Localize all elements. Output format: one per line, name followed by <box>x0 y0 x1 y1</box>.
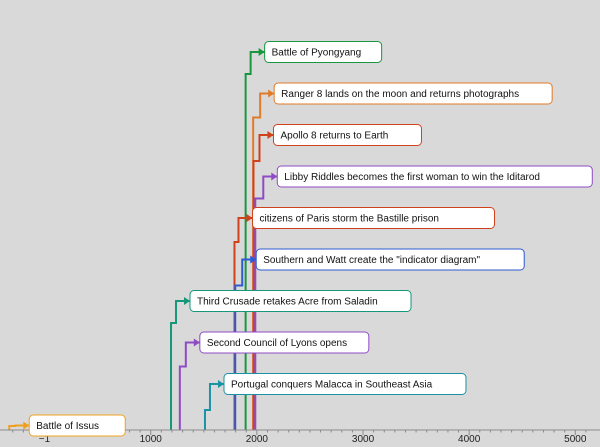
event-pointer <box>258 48 265 56</box>
event-callout[interactable]: Battle of Issus <box>28 414 126 437</box>
tick-label: 1000 <box>140 434 163 445</box>
tick-label: 4000 <box>458 434 481 445</box>
event-callout[interactable]: Second Council of Lyons opens <box>199 331 370 354</box>
event-pointer <box>267 131 274 139</box>
event-label: Southern and Watt create the "indicator … <box>263 255 480 266</box>
event-callout-box <box>264 41 383 63</box>
event-callout-box <box>272 124 422 146</box>
event-pointer <box>250 255 257 264</box>
event-pointer <box>246 214 253 222</box>
event-callout[interactable]: Libby Riddles becomes the first woman to… <box>276 165 593 188</box>
tick-label: 2000 <box>246 434 269 445</box>
event-pointer <box>23 421 30 430</box>
event-callout[interactable]: Apollo 8 returns to Earth <box>272 124 422 146</box>
event-callout[interactable]: Third Crusade retakes Acre from Saladin <box>189 290 412 312</box>
event-callout-box <box>273 82 553 105</box>
event-pointer <box>217 380 224 388</box>
event-leader <box>178 341 200 430</box>
event-callout-box <box>199 331 370 354</box>
event-pointer <box>193 338 200 347</box>
event-callout[interactable]: Ranger 8 lands on the moon and returns p… <box>273 82 553 105</box>
event-label: Battle of Pyongyang <box>272 48 362 59</box>
event-label: Battle of Issus <box>36 421 99 432</box>
event-label: citizens of Paris storm the Bastille pri… <box>259 214 439 225</box>
event-pointer <box>271 172 278 181</box>
event-callout-box <box>189 290 412 312</box>
event-callout-box <box>28 414 126 437</box>
event-leader <box>203 383 224 430</box>
event-labels: Battle of Pyongyang Ranger 8 lands on the… <box>28 41 593 437</box>
event-callout-box <box>223 373 467 395</box>
event-label: Libby Riddles becomes the first woman to… <box>284 172 540 183</box>
event-leader <box>244 51 265 430</box>
event-callout-box <box>255 248 525 271</box>
event-leader <box>170 300 191 430</box>
event-pointer <box>268 89 275 98</box>
event-pointer <box>184 297 191 305</box>
event-callout[interactable]: Battle of Pyongyang <box>264 41 383 63</box>
tick-label: −1 <box>39 434 51 445</box>
event-callout[interactable]: Portugal conquers Malacca in Southeast A… <box>223 373 467 395</box>
tick-label: 5000 <box>564 434 587 445</box>
event-label: Ranger 8 lands on the moon and returns p… <box>281 89 519 100</box>
event-label: Apollo 8 returns to Earth <box>280 131 388 142</box>
event-label: Third Crusade retakes Acre from Saladin <box>197 297 378 308</box>
event-callout[interactable]: citizens of Paris storm the Bastille pri… <box>251 207 495 229</box>
event-label: Portugal conquers Malacca in Southeast A… <box>231 380 433 391</box>
event-callout[interactable]: Southern and Watt create the "indicator … <box>255 248 525 271</box>
axis-ticks: −1 1000 2000 3000 4000 5000 <box>12 430 587 445</box>
event-leader <box>254 175 278 430</box>
event-label: Second Council of Lyons opens <box>207 338 347 349</box>
event-callout-box <box>251 207 495 229</box>
event-leader <box>8 424 30 430</box>
tick-label: 3000 <box>352 434 375 445</box>
event-leader <box>252 134 274 430</box>
event-callout-box <box>276 165 593 188</box>
